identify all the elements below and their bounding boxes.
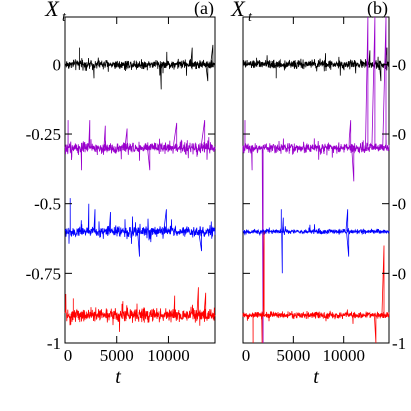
series-layer-a	[64, 44, 216, 332]
y-tick-label-b-4: -1	[392, 334, 406, 353]
y-tick-label-b-0: -0	[392, 55, 406, 74]
series-layer-b	[242, 16, 390, 344]
series-trace-b-2	[242, 209, 390, 274]
y-axis-label-a: X t	[44, 0, 67, 25]
y-axis-label-b: X t	[230, 0, 253, 25]
series-trace-a-3	[64, 287, 216, 332]
series-trace-a-2	[64, 198, 216, 257]
x-tick-label-a-2: 10000	[147, 346, 190, 365]
plot-frame-a	[64, 16, 216, 344]
series-trace-b-3	[242, 231, 390, 344]
x-tick-label-b-2: 10000	[322, 346, 365, 365]
x-tick-label-a-1: 5000	[100, 346, 134, 365]
series-trace-a-0	[64, 44, 216, 90]
y-tick-label-a-1: -0.25	[26, 125, 61, 144]
series-trace-a-1	[64, 120, 216, 171]
x-tick-label-b-1: 5000	[276, 346, 310, 365]
y-axis-label-main-b: X	[230, 0, 246, 21]
plot-frame-b	[242, 16, 390, 344]
series-trace-b-0	[242, 47, 390, 82]
y-axis-label-main-a: X	[44, 0, 60, 21]
y-tick-label-b-1: -0	[392, 125, 406, 144]
panel-label-b: (b)	[367, 0, 388, 19]
axis-layer-b: -0 -0 -0 -0 -1 0 5000 10000	[242, 17, 406, 365]
y-tick-label-a-4: -1	[47, 334, 61, 353]
x-axis-label-b: t	[313, 366, 319, 388]
panel-label-a: (a)	[194, 0, 214, 19]
y-tick-label-b-3: -0	[392, 264, 406, 283]
series-trace-b-1	[242, 16, 390, 344]
x-tick-label-a-0: 0	[64, 346, 73, 365]
axis-layer-a: 0-0.25-0.5-0.75-10 5000 10000	[26, 17, 215, 365]
y-tick-label-a-2: -0.5	[34, 195, 61, 214]
x-axis-label-a: t	[115, 366, 121, 388]
panel-b: -0 -0 -0 -0 -1 0 5000 10000 (b) t X t	[230, 0, 406, 388]
y-tick-label-a-3: -0.75	[26, 264, 61, 283]
x-tick-label-b-0: 0	[242, 346, 251, 365]
y-axis-label-sub-a: t	[62, 10, 67, 25]
y-tick-label-b-2: -0	[392, 195, 406, 214]
y-tick-label-a-0: 0	[53, 55, 62, 74]
y-axis-label-sub-b: t	[248, 10, 253, 25]
panel-a: 0-0.25-0.5-0.75-10 5000 10000 (a) t X t	[26, 0, 216, 388]
